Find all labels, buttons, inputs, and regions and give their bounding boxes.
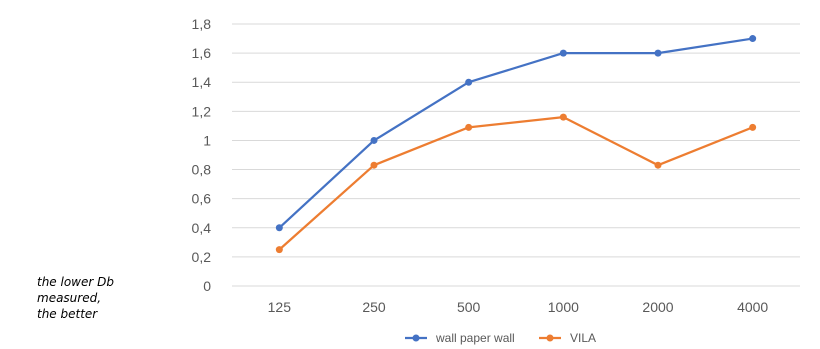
legend: wall paper wall VILA xyxy=(405,331,596,345)
data-point xyxy=(654,161,662,169)
y-tick-label: 0,6 xyxy=(192,191,212,207)
x-tick-label: 125 xyxy=(268,299,292,315)
data-point xyxy=(465,123,473,131)
data-point xyxy=(559,49,567,57)
x-tick-label: 1000 xyxy=(548,299,579,315)
x-tick-label: 250 xyxy=(362,299,386,315)
y-tick-label: 1,8 xyxy=(192,16,212,32)
legend-item: wall paper wall xyxy=(405,331,515,345)
series-2 xyxy=(275,113,757,254)
note-line-1: the lower Db xyxy=(37,275,114,289)
legend-label: VILA xyxy=(570,331,596,345)
series-line xyxy=(278,116,754,251)
data-point xyxy=(275,224,283,232)
data-point xyxy=(654,49,662,57)
gridlines xyxy=(232,23,800,287)
series-1 xyxy=(275,35,757,232)
note-line-2: measured, xyxy=(37,291,102,305)
annotation-note: the lower Db measured, the better xyxy=(37,274,147,322)
x-tick-label: 500 xyxy=(457,299,481,315)
y-tick-label: 0 xyxy=(203,278,211,294)
data-point xyxy=(749,123,757,131)
y-tick-label: 1 xyxy=(203,132,211,148)
data-point xyxy=(749,35,757,43)
x-axis-tick-labels: 125 250 500 1000 2000 4000 xyxy=(268,299,769,315)
x-tick-label: 4000 xyxy=(737,299,768,315)
legend-item: VILA xyxy=(539,331,596,345)
x-tick-label: 2000 xyxy=(642,299,673,315)
data-point xyxy=(370,161,378,169)
y-tick-label: 0,4 xyxy=(192,220,212,236)
y-tick-label: 0,8 xyxy=(192,162,212,178)
legend-swatch-marker xyxy=(546,334,554,342)
y-axis-tick-labels: 0 0,2 0,4 0,6 0,8 1 1,2 1,4 1,6 1,8 xyxy=(192,16,212,294)
y-tick-label: 1,2 xyxy=(192,103,212,119)
note-line-3: the better xyxy=(37,307,98,321)
y-tick-label: 0,2 xyxy=(192,249,212,265)
legend-label: wall paper wall xyxy=(435,331,515,345)
data-point xyxy=(370,136,378,144)
data-point xyxy=(275,246,283,254)
y-tick-label: 1,4 xyxy=(192,74,212,90)
series-lines xyxy=(275,35,757,254)
data-point xyxy=(559,113,567,121)
legend-swatch-marker xyxy=(412,334,420,342)
series-line xyxy=(278,37,754,229)
y-tick-label: 1,6 xyxy=(192,45,212,61)
data-point xyxy=(465,78,473,86)
